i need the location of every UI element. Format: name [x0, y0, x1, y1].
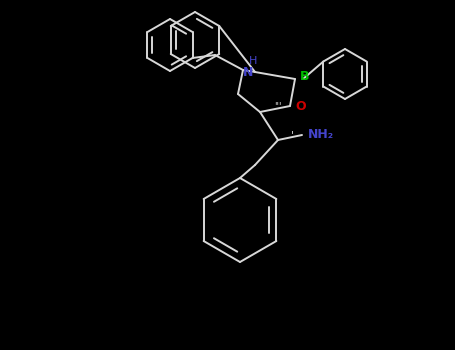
Text: B: B — [300, 70, 309, 84]
Text: N: N — [243, 65, 253, 78]
Text: O: O — [295, 99, 306, 112]
Text: NH₂: NH₂ — [308, 128, 334, 141]
Text: ''': ''' — [274, 101, 282, 111]
Text: ': ' — [291, 130, 294, 140]
Text: H: H — [249, 56, 257, 66]
